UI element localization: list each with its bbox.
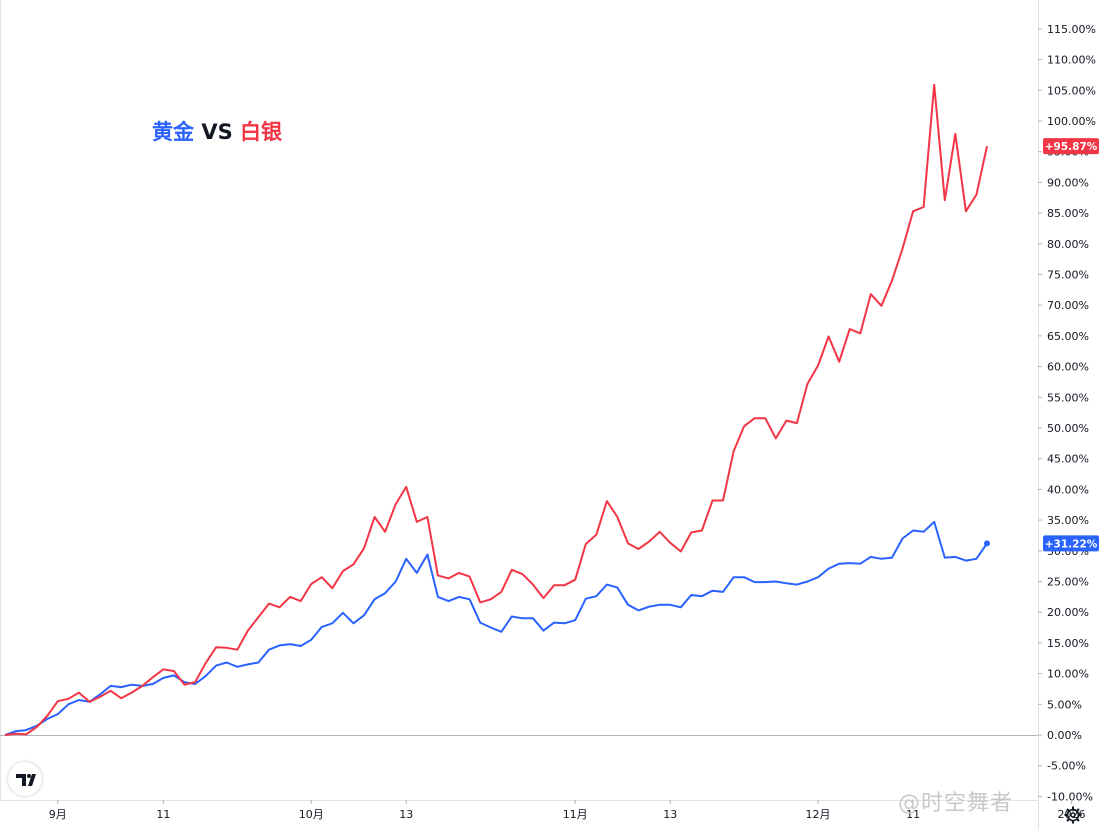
y-tick-label: 110.00% [1047, 54, 1096, 67]
title-silver: 白银 [240, 120, 283, 144]
y-tick-label: 0.00% [1047, 729, 1082, 742]
plot-background [0, 0, 1038, 800]
y-tick-label: 70.00% [1047, 299, 1089, 312]
y-tick-label: 20.00% [1047, 606, 1089, 619]
y-tick-label: 90.00% [1047, 176, 1089, 189]
y-tick-label: 85.00% [1047, 207, 1089, 220]
y-tick-label: 55.00% [1047, 391, 1089, 404]
series-end-dot-gold [984, 540, 990, 547]
y-tick-label: 75.00% [1047, 269, 1089, 282]
gear-icon[interactable] [1064, 806, 1082, 824]
y-tick-label: 45.00% [1047, 453, 1089, 466]
last-value-badge-gold: +31.22% [1043, 535, 1099, 552]
y-tick-label: 105.00% [1047, 84, 1096, 97]
y-tick-label: 35.00% [1047, 514, 1089, 527]
x-tick-label: 13 [663, 808, 677, 821]
series-line-gold [4, 520, 988, 736]
y-tick-label: 25.00% [1047, 576, 1089, 589]
y-tick-label: -5.00% [1047, 760, 1086, 773]
x-tick-label: 13 [399, 808, 413, 821]
x-tick-label: 10月 [299, 808, 324, 821]
chart-title: 黄金 VS 白银 [152, 116, 282, 146]
series-layer [4, 83, 990, 736]
x-tick-label: 11 [156, 808, 170, 821]
x-tick-label: 9月 [49, 808, 67, 821]
y-tick-label: 115.00% [1047, 23, 1096, 36]
last-value-badge-silver: +95.87% [1043, 138, 1099, 155]
y-tick-label: -10.00% [1047, 790, 1093, 803]
y-tick-label: 60.00% [1047, 361, 1089, 374]
x-tick-label: 11 [906, 808, 920, 821]
x-tick-label: 12月 [806, 808, 831, 821]
last-value-text-silver: +95.87% [1045, 141, 1098, 153]
y-tick-label: 65.00% [1047, 330, 1089, 343]
y-tick-label: 40.00% [1047, 483, 1089, 496]
y-tick-label: 15.00% [1047, 637, 1089, 650]
tradingview-logo-icon[interactable] [8, 762, 42, 796]
y-tick-label: 100.00% [1047, 115, 1096, 128]
y-tick-label: 80.00% [1047, 238, 1089, 251]
y-tick-label: 5.00% [1047, 698, 1082, 711]
series-line-silver [4, 83, 988, 736]
title-gold: 黄金 [152, 120, 194, 144]
x-tick-label: 11月 [563, 808, 588, 821]
last-value-labels: +31.22% +95.87% [1043, 138, 1099, 552]
last-value-text-gold: +31.22% [1045, 538, 1098, 550]
y-tick-label: 10.00% [1047, 668, 1089, 681]
y-tick-label: 50.00% [1047, 422, 1089, 435]
watermark: @时空舞者 [898, 791, 1014, 816]
time-axis[interactable]: 9月 11 10月 13 11月 13 12月 11 2026 [49, 800, 1086, 821]
price-axis[interactable]: -10.00% -5.00% 0.00% 5.00% 10.00% 15.00% 20.00… [1038, 23, 1096, 804]
title-vs: VS [201, 120, 233, 144]
